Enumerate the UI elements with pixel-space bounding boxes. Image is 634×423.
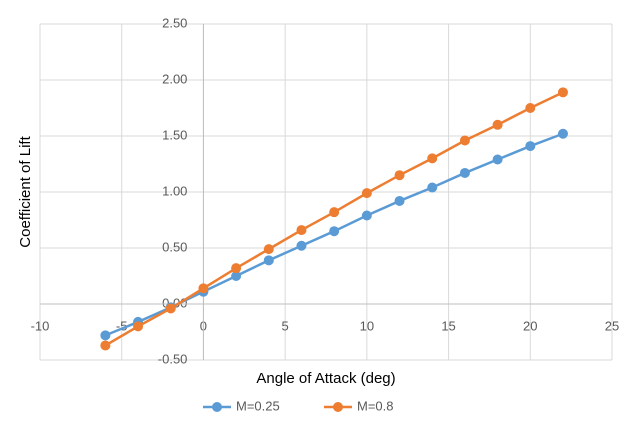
x-axis-title: Angle of Attack (deg) <box>256 370 395 387</box>
data-point <box>296 225 307 236</box>
y-tick-label: 2.00 <box>162 71 187 86</box>
x-tick-label: -10 <box>31 318 50 333</box>
y-tick-label: 0.50 <box>162 239 187 254</box>
data-point <box>394 170 405 181</box>
y-tick-label: 1.50 <box>162 127 187 142</box>
x-tick-label: 10 <box>360 318 374 333</box>
data-point <box>165 303 176 314</box>
data-point <box>427 182 438 193</box>
data-point <box>492 154 503 165</box>
data-point <box>100 340 111 351</box>
data-point <box>231 263 242 274</box>
x-tick-label: 15 <box>441 318 455 333</box>
data-point <box>263 244 274 255</box>
data-point <box>459 167 470 178</box>
legend-label: M=0.8 <box>357 398 394 413</box>
y-tick-label: 1.00 <box>162 183 187 198</box>
x-tick-label: 5 <box>282 318 289 333</box>
data-point <box>427 153 438 164</box>
data-point <box>329 226 340 237</box>
data-point <box>133 321 144 332</box>
data-point <box>361 188 372 199</box>
data-point <box>231 271 242 281</box>
data-point <box>557 128 568 139</box>
data-point <box>263 255 274 266</box>
x-tick-label: 25 <box>605 318 619 333</box>
data-point <box>525 103 536 113</box>
y-tick-label: 2.50 <box>162 15 187 30</box>
y-axis-title: Coefficient of Lift <box>17 135 34 247</box>
data-point <box>459 135 470 146</box>
legend-label: M=0.25 <box>236 398 280 413</box>
data-point <box>394 195 405 206</box>
data-point <box>525 141 536 152</box>
data-point <box>296 240 307 251</box>
y-tick-label: -0.50 <box>158 351 188 366</box>
data-point <box>361 210 372 221</box>
data-point <box>198 283 209 294</box>
data-point <box>492 119 503 130</box>
legend-marker <box>212 402 222 412</box>
x-tick-label: 20 <box>523 318 537 333</box>
legend-marker <box>333 402 343 412</box>
data-point <box>557 87 568 98</box>
data-point <box>100 330 111 341</box>
data-point <box>329 207 340 218</box>
x-tick-label: -5 <box>116 318 128 333</box>
